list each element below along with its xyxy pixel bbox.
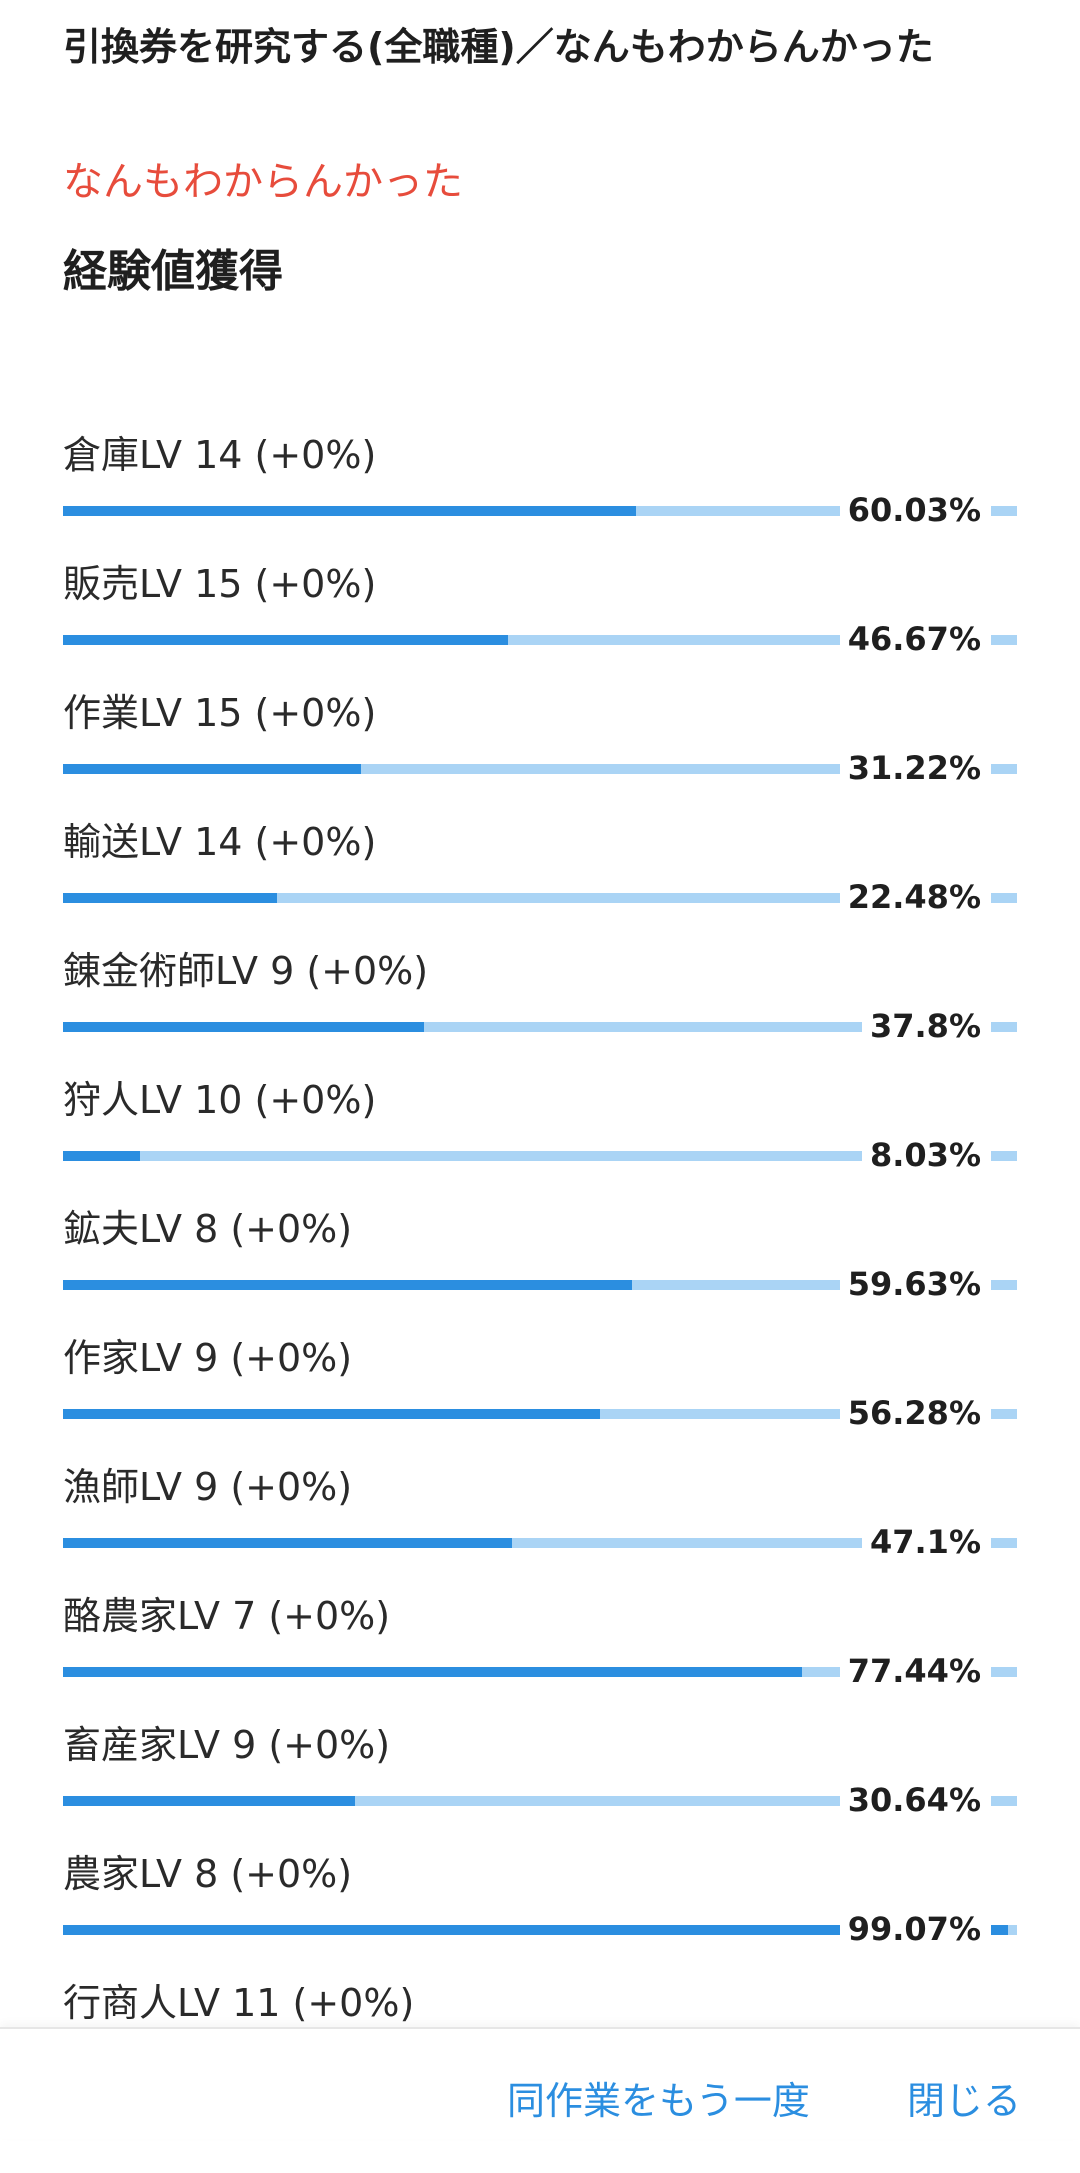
skill-row: 輸送LV 14 (+0%) 22.48% (63, 803, 1017, 932)
progress-tail (991, 1538, 1017, 1548)
progress-bar: 31.22% (63, 748, 1017, 788)
progress-percent: 8.03% (869, 1136, 981, 1174)
progress-bar: 59.63% (63, 1264, 1017, 1304)
progress-percent: 30.64% (847, 1781, 981, 1819)
progress-fill (63, 506, 636, 516)
skill-label: 農家LV 8 (+0%) (63, 1852, 353, 1896)
progress-percent: 77.44% (847, 1652, 981, 1690)
skill-row: 作家LV 9 (+0%) 56.28% (63, 1319, 1017, 1448)
progress-bar: 22.48% (63, 877, 1017, 917)
progress-track (63, 764, 840, 774)
skill-row: 農家LV 8 (+0%) 99.07% (63, 1835, 1017, 1964)
progress-tail (991, 635, 1017, 645)
progress-track (63, 635, 840, 645)
progress-percent: 47.1% (869, 1523, 981, 1561)
skill-row: 倉庫LV 14 (+0%) 60.03% (63, 416, 1017, 545)
progress-tail-fill (991, 1925, 1009, 1935)
skill-row: 錬金術師LV 9 (+0%) 37.8% (63, 932, 1017, 1061)
progress-bar: 47.1% (63, 1522, 1017, 1562)
skill-label: 狩人LV 10 (+0%) (63, 1078, 377, 1122)
progress-bar: 37.8% (63, 1006, 1017, 1046)
skill-label: 錬金術師LV 9 (+0%) (63, 949, 429, 993)
progress-track (63, 893, 840, 903)
experience-heading: 経験値獲得 (63, 246, 283, 297)
skill-label: 倉庫LV 14 (+0%) (63, 433, 377, 477)
progress-percent: 59.63% (847, 1265, 981, 1303)
progress-fill (63, 893, 278, 903)
skill-row: 行商人LV 11 (+0%) (63, 1964, 1017, 2093)
close-button[interactable]: 閉じる (907, 2029, 1021, 2139)
skill-row: 鉱夫LV 8 (+0%) 59.63% (63, 1190, 1017, 1319)
progress-bar: 30.64% (63, 1780, 1017, 1820)
progress-fill (63, 1796, 356, 1806)
progress-tail (991, 893, 1017, 903)
skill-label: 作家LV 9 (+0%) (63, 1336, 353, 1380)
progress-tail (991, 764, 1017, 774)
progress-percent: 46.67% (847, 620, 981, 658)
result-message: なんもわからんかった (63, 159, 463, 205)
progress-track (63, 1151, 862, 1161)
skill-row: 畜産家LV 9 (+0%) 30.64% (63, 1706, 1017, 1835)
skill-label: 漁師LV 9 (+0%) (63, 1465, 353, 1509)
progress-tail (991, 1022, 1017, 1032)
progress-percent: 22.48% (847, 878, 981, 916)
skill-label: 畜産家LV 9 (+0%) (63, 1723, 391, 1767)
progress-fill (63, 1151, 140, 1161)
progress-fill (63, 1667, 802, 1677)
skill-row: 作業LV 15 (+0%) 31.22% (63, 674, 1017, 803)
progress-fill (63, 1538, 513, 1548)
progress-tail (991, 1151, 1017, 1161)
progress-tail (991, 1796, 1017, 1806)
skill-label: 酪農家LV 7 (+0%) (63, 1594, 391, 1638)
progress-track (63, 1796, 840, 1806)
progress-tail (991, 1280, 1017, 1290)
progress-track (63, 1280, 840, 1290)
progress-bar: 99.07% (63, 1909, 1017, 1949)
skill-label: 輸送LV 14 (+0%) (63, 820, 377, 864)
progress-percent: 56.28% (847, 1394, 981, 1432)
progress-tail (991, 506, 1017, 516)
result-dialog: 引換券を研究する(全職種)／なんもわからんかった なんもわからんかった 経験値獲… (63, 0, 1017, 2025)
skill-row: 漁師LV 9 (+0%) 47.1% (63, 1448, 1017, 1577)
progress-bar: 46.67% (63, 619, 1017, 659)
progress-fill (63, 764, 361, 774)
skill-label: 鉱夫LV 8 (+0%) (63, 1207, 353, 1251)
progress-fill (63, 1022, 424, 1032)
progress-bar: 77.44% (63, 1651, 1017, 1691)
progress-percent: 37.8% (869, 1007, 981, 1045)
skill-row: 酪農家LV 7 (+0%) 77.44% (63, 1577, 1017, 1706)
progress-tail (991, 1667, 1017, 1677)
page-title: 引換券を研究する(全職種)／なんもわからんかった (63, 25, 934, 69)
progress-percent: 60.03% (847, 491, 981, 529)
skill-row: 販売LV 15 (+0%) 46.67% (63, 545, 1017, 674)
skill-label: 行商人LV 11 (+0%) (63, 1981, 415, 2025)
progress-percent: 31.22% (847, 749, 981, 787)
progress-track (63, 506, 840, 516)
progress-fill (63, 1409, 600, 1419)
progress-bar: 8.03% (63, 1135, 1017, 1175)
progress-track (63, 1667, 840, 1677)
progress-track (63, 1925, 840, 1935)
progress-bar: 60.03% (63, 490, 1017, 530)
dialog-footer: 同作業をもう一度 閉じる (0, 2027, 1080, 2139)
skill-label: 作業LV 15 (+0%) (63, 691, 377, 735)
repeat-task-button[interactable]: 同作業をもう一度 (507, 2029, 810, 2139)
skill-label: 販売LV 15 (+0%) (63, 562, 377, 606)
progress-tail (991, 1925, 1017, 1935)
progress-fill (63, 1925, 840, 1935)
progress-percent: 99.07% (847, 1910, 981, 1948)
skill-list: 倉庫LV 14 (+0%) 60.03% 販売LV 15 (+0%) 46.67% 作業… (63, 416, 1017, 2093)
progress-bar: 56.28% (63, 1393, 1017, 1433)
progress-track (63, 1538, 862, 1548)
progress-track (63, 1022, 862, 1032)
progress-fill (63, 635, 509, 645)
skill-row: 狩人LV 10 (+0%) 8.03% (63, 1061, 1017, 1190)
progress-fill (63, 1280, 632, 1290)
progress-track (63, 1409, 840, 1419)
progress-tail (991, 1409, 1017, 1419)
